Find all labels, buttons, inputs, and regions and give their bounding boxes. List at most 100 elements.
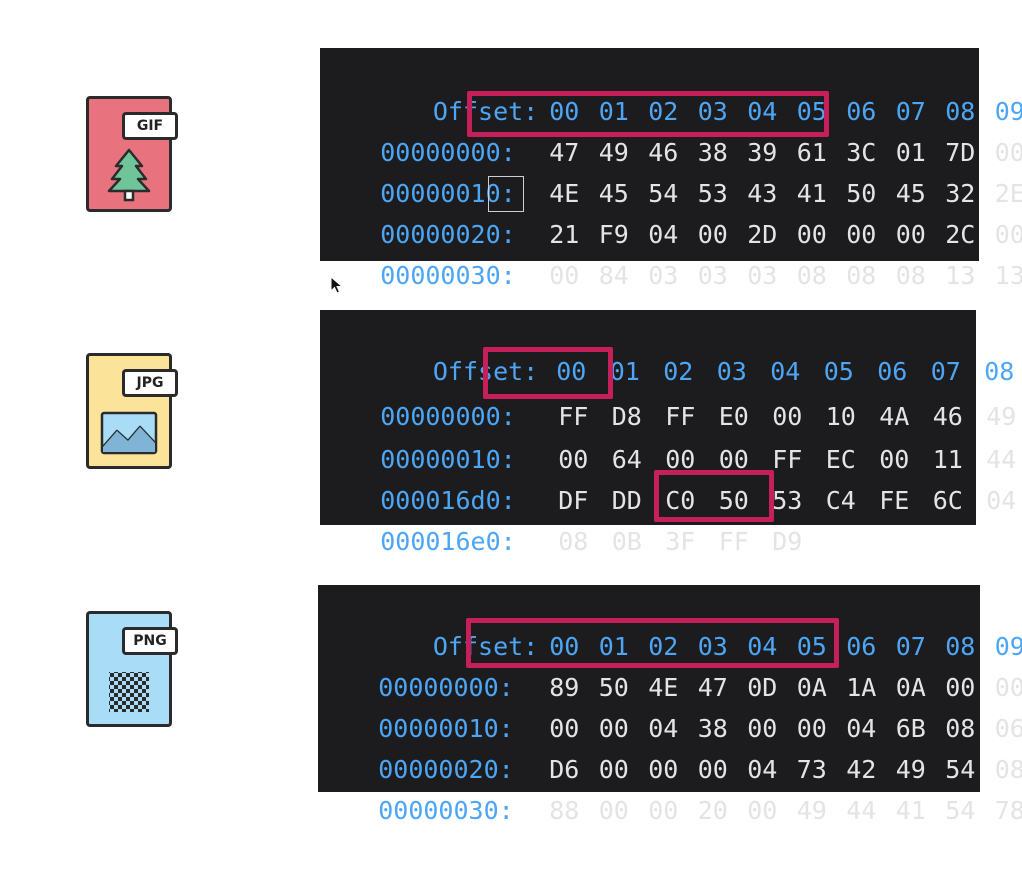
file-type-tag: PNG [122, 627, 178, 655]
byte-cell: 45 [598, 179, 629, 208]
byte-cell: 45 [895, 179, 926, 208]
row-offset: 00000030: [380, 261, 516, 290]
byte-cell: 88 [549, 796, 580, 825]
byte-cell: 03 [697, 261, 728, 290]
offset-header: Offset: [432, 632, 539, 661]
byte-cell: 00 [697, 220, 728, 249]
byte-cell: 08 [895, 261, 926, 290]
byte-cell: 7D [945, 138, 976, 167]
byte-cell: 13 [994, 261, 1022, 290]
byte-cell: 04 [648, 220, 679, 249]
row-offset: 00000000: [380, 138, 516, 167]
byte-cell: 00 [549, 714, 580, 743]
byte-cell: 08 [796, 261, 827, 290]
checkerboard-icon [109, 672, 149, 712]
byte-cell: 38 [697, 138, 728, 167]
byte-cell: 10 [825, 402, 856, 431]
column-header: 06 [877, 357, 908, 386]
column-header: 08 [945, 632, 976, 661]
byte-cell: 00 [558, 445, 589, 474]
column-header: 03 [716, 357, 747, 386]
hex-data-row: 00000030: 00 84 03 03 03 08 08 08 13 13 [320, 214, 1022, 290]
column-header: 04 [747, 97, 778, 126]
byte-cell: 01 [895, 138, 926, 167]
byte-cell: 00 [895, 220, 926, 249]
byte-cell: FF [665, 402, 696, 431]
hex-data-row: 00000010: 00 00 04 38 00 00 04 6B 08 06 [318, 667, 1022, 743]
byte-cell: 54 [648, 179, 679, 208]
byte-cell: 08 [945, 714, 976, 743]
byte-cell: 11 [932, 445, 963, 474]
byte-cell: 0A [796, 673, 827, 702]
byte-cell: 78 [994, 796, 1022, 825]
byte-cell: 6B [895, 714, 926, 743]
byte-cell: 00 [747, 796, 778, 825]
hex-data-row: 00000000: 89 50 4E 47 0D 0A 1A 0A 00 00 [318, 626, 1022, 702]
byte-cell: 13 [945, 261, 976, 290]
byte-cell: 54 [945, 796, 976, 825]
mouse-pointer-icon [330, 276, 344, 294]
byte-cell: 00 [796, 714, 827, 743]
column-header: 00 [549, 632, 580, 661]
hex-data-row: 00000000: FF D8 FF E0 00 10 4A 46 49 [320, 355, 1016, 431]
byte-cell: 2D [747, 220, 778, 249]
column-header: 02 [648, 97, 679, 126]
column-header: 02 [648, 632, 679, 661]
byte-cell: EC [825, 445, 856, 474]
byte-cell: 00 [697, 755, 728, 784]
byte-cell: 47 [549, 138, 580, 167]
byte-cell: 0B [611, 527, 642, 556]
byte-cell: 3F [665, 527, 696, 556]
byte-cell: 04 [986, 486, 1017, 515]
byte-cell: 04 [648, 714, 679, 743]
row-offset: 00000010: [380, 445, 516, 474]
column-header: 00 [549, 97, 580, 126]
byte-cell: C0 [665, 486, 696, 515]
column-header: 05 [796, 632, 827, 661]
byte-cell: 41 [895, 796, 926, 825]
byte-cell: 4A [879, 402, 910, 431]
byte-cell: 4E [549, 179, 580, 208]
file-type-tag: GIF [122, 112, 178, 140]
byte-cell: 53 [772, 486, 803, 515]
column-header: 06 [846, 632, 877, 661]
byte-cell: 00 [718, 445, 749, 474]
byte-cell: 50 [718, 486, 749, 515]
column-header: 04 [747, 632, 778, 661]
byte-cell: FF [558, 402, 589, 431]
byte-cell: 08 [558, 527, 589, 556]
byte-cell: 04 [846, 714, 877, 743]
row-offset: 00000020: [378, 755, 514, 784]
jpg-file-icon: JPG [86, 353, 186, 475]
byte-cell: D9 [772, 527, 803, 556]
file-type-tag: JPG [122, 369, 178, 397]
png-file-icon: PNG [86, 611, 186, 733]
byte-cell: DD [611, 486, 642, 515]
byte-cell: 4E [648, 673, 679, 702]
byte-cell: 00 [945, 673, 976, 702]
byte-cell: 46 [648, 138, 679, 167]
hex-data-row: 000016e0: 08 0B 3F FF D9 [320, 480, 976, 556]
byte-cell: 03 [648, 261, 679, 290]
gif-hex-panel: Offset: 00 01 02 03 04 05 06 07 08 09 00000000: 47 4… [320, 48, 1022, 290]
hex-data-row: 000016d0: DF DD C0 50 53 C4 FE 6C 04 [320, 439, 1016, 515]
column-header: 08 [945, 97, 976, 126]
byte-cell: 46 [932, 402, 963, 431]
byte-cell: FF [772, 445, 803, 474]
column-header: 09 [994, 97, 1022, 126]
column-header: 02 [663, 357, 694, 386]
byte-cell: 41 [796, 179, 827, 208]
byte-cell: 54 [945, 755, 976, 784]
byte-cell: 21 [549, 220, 580, 249]
column-header: 05 [823, 357, 854, 386]
hex-header-row: Offset: 00 01 02 03 04 05 06 07 08 [320, 310, 1014, 386]
byte-cell: 08 [846, 261, 877, 290]
byte-cell: FF [718, 527, 749, 556]
row-offset: 000016d0: [380, 486, 516, 515]
byte-cell: 00 [796, 220, 827, 249]
column-header: 07 [930, 357, 961, 386]
byte-cell: DF [558, 486, 589, 515]
byte-cell: D6 [549, 755, 580, 784]
hex-data-row: 00000010: 4E 45 54 53 43 41 50 45 32 2E [320, 132, 1022, 208]
byte-cell: 00 [648, 755, 679, 784]
